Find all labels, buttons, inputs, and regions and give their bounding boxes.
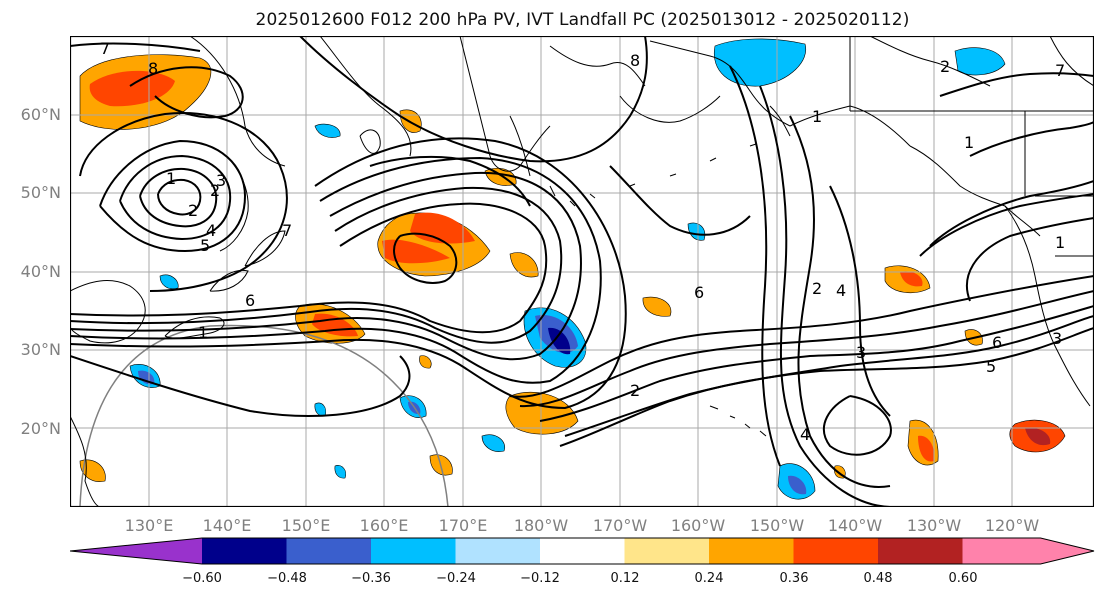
colorbar-swatch	[286, 538, 372, 564]
contour-label: 5	[986, 357, 996, 376]
lon-label-130w: 130°W	[906, 516, 962, 535]
contour-label: 5	[200, 236, 210, 255]
colorbar-tick-label: −0.12	[520, 571, 560, 586]
colorbar-swatch	[371, 538, 456, 564]
plot-title: 2025012600 F012 200 hPa PV, IVT Landfall…	[255, 10, 910, 30]
contour-label: 6	[245, 291, 255, 310]
colorbar-swatch	[624, 538, 710, 564]
colorbar-swatch	[540, 538, 625, 564]
colorbar-tick-label: −0.36	[351, 571, 391, 586]
colorbar-swatch	[455, 538, 541, 564]
contour-label: 1	[964, 133, 974, 152]
colorbar-tick-label: 0.24	[694, 571, 724, 586]
contour-label: 4	[836, 281, 846, 300]
lon-label-140e: 140°E	[202, 516, 252, 535]
colorbar-swatch	[878, 538, 963, 564]
contour-label: 2	[940, 57, 950, 76]
lat-label-30n: 30°N	[20, 340, 61, 359]
contour-label: 8	[148, 59, 158, 78]
colorbar-tick-label: 0.60	[948, 571, 978, 586]
contour-label: 2	[210, 181, 220, 200]
lon-label-120w: 120°W	[984, 516, 1040, 535]
contour-label: 1	[166, 169, 176, 188]
contour-labels: 7 8 8 1 2 2 1 1 1 2 3 4 5 6 1 7 6 2 4 3 …	[100, 39, 1065, 444]
lon-label-170e: 170°E	[438, 516, 488, 535]
contour-label: 4	[206, 221, 216, 240]
lon-label-130e: 130°E	[124, 516, 174, 535]
contour-label: 7	[1055, 61, 1065, 80]
colorbar-swatch	[962, 538, 1094, 564]
contour-label: 7	[282, 221, 292, 240]
lat-label-40n: 40°N	[20, 262, 61, 281]
colorbar-swatch	[709, 538, 794, 564]
colorbar	[70, 537, 1095, 565]
colorbar-tick-label: 0.48	[863, 571, 893, 586]
contour-label: 1	[1055, 233, 1065, 252]
colorbar-tick-label: −0.24	[436, 571, 476, 586]
contour-label: 2	[630, 381, 640, 400]
negative-anomaly-shading	[129, 38, 1006, 500]
contour-label: 3	[216, 171, 226, 190]
colorbar-tick-label: −0.48	[267, 571, 307, 586]
lat-label-60n: 60°N	[20, 105, 61, 124]
map-border	[70, 36, 1094, 507]
lon-label-160e: 160°E	[359, 516, 409, 535]
colorbar-swatch	[202, 538, 287, 564]
contour-label: 3	[1052, 329, 1062, 348]
lon-label-160w: 160°W	[670, 516, 726, 535]
pv-contours	[70, 36, 1094, 507]
range-circle-outline	[79, 324, 449, 507]
colorbar-tick-label: −0.60	[182, 571, 222, 586]
contour-label: 2	[188, 201, 198, 220]
colorbar-swatch	[793, 538, 879, 564]
contour-label: 7	[100, 39, 110, 58]
contour-label: 1	[812, 107, 822, 126]
contour-label: 3	[856, 343, 866, 362]
lon-label-150w: 150°W	[749, 516, 805, 535]
map-panel: 7 8 8 1 2 2 1 1 1 2 3 4 5 6 1 7 6 2 4 3 …	[70, 36, 1094, 507]
colorbar-tick-label: 0.12	[610, 571, 640, 586]
contour-label: 4	[800, 425, 810, 444]
lon-label-170w: 170°W	[592, 516, 648, 535]
contour-label: 6	[992, 333, 1002, 352]
colorbar-tick-label: 0.36	[779, 571, 809, 586]
lon-label-150e: 150°E	[281, 516, 331, 535]
lon-label-180w: 180°W	[513, 516, 569, 535]
colorbar-swatch	[70, 538, 202, 564]
contour-label: 2	[812, 279, 822, 298]
lon-label-140w: 140°W	[827, 516, 883, 535]
contour-label: 6	[694, 283, 704, 302]
coastlines	[70, 36, 1094, 507]
lat-label-20n: 20°N	[20, 419, 61, 438]
lat-label-50n: 50°N	[20, 183, 61, 202]
contour-label: 1	[198, 323, 208, 342]
contour-label: 8	[630, 51, 640, 70]
colorbar-outline	[70, 537, 1095, 565]
